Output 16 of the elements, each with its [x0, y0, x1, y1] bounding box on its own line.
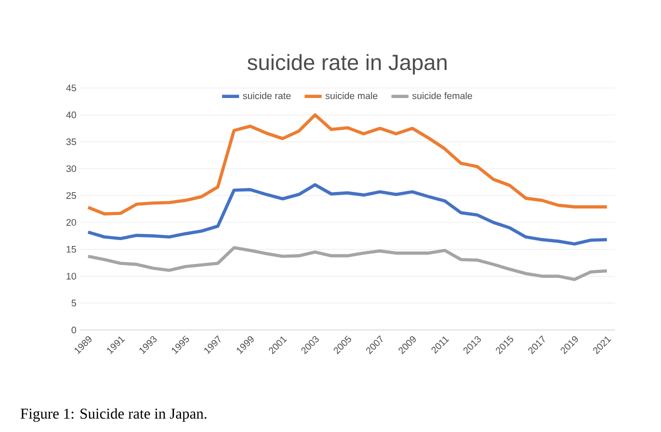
- y-tick-label: 0: [72, 326, 76, 334]
- y-tick-label: 35: [66, 138, 76, 146]
- chart-title: suicide rate in Japan: [248, 54, 447, 75]
- y-tick-label: 20: [66, 219, 76, 226]
- caption: Figure 1: Suicide rate in Japan.: [20, 408, 206, 422]
- y-tick-label: 40: [66, 112, 76, 118]
- y-tick-label: 5: [72, 300, 76, 306]
- y-tick-label: 15: [66, 246, 76, 253]
- legend-label: suicide male: [326, 92, 378, 100]
- y-tick-label: 10: [66, 272, 76, 280]
- y-tick-label: 30: [66, 165, 76, 172]
- legend-label: suicide female: [412, 92, 472, 100]
- line-series: [86, 183, 608, 246]
- y-tick-label: 25: [66, 192, 76, 199]
- y-tick-label: 45: [66, 84, 76, 92]
- legend-label: suicide rate: [242, 92, 291, 100]
